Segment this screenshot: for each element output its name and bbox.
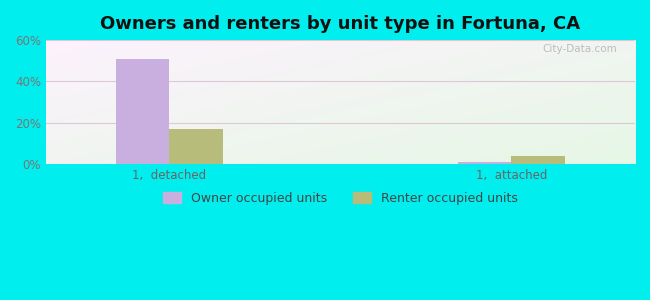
Bar [512,156,565,164]
Bar [458,162,512,164]
Legend: Owner occupied units, Renter occupied units: Owner occupied units, Renter occupied un… [158,187,523,210]
Text: City-Data.com: City-Data.com [543,44,618,54]
Title: Owners and renters by unit type in Fortuna, CA: Owners and renters by unit type in Fortu… [100,15,580,33]
Bar [116,59,170,164]
Bar [170,129,222,164]
